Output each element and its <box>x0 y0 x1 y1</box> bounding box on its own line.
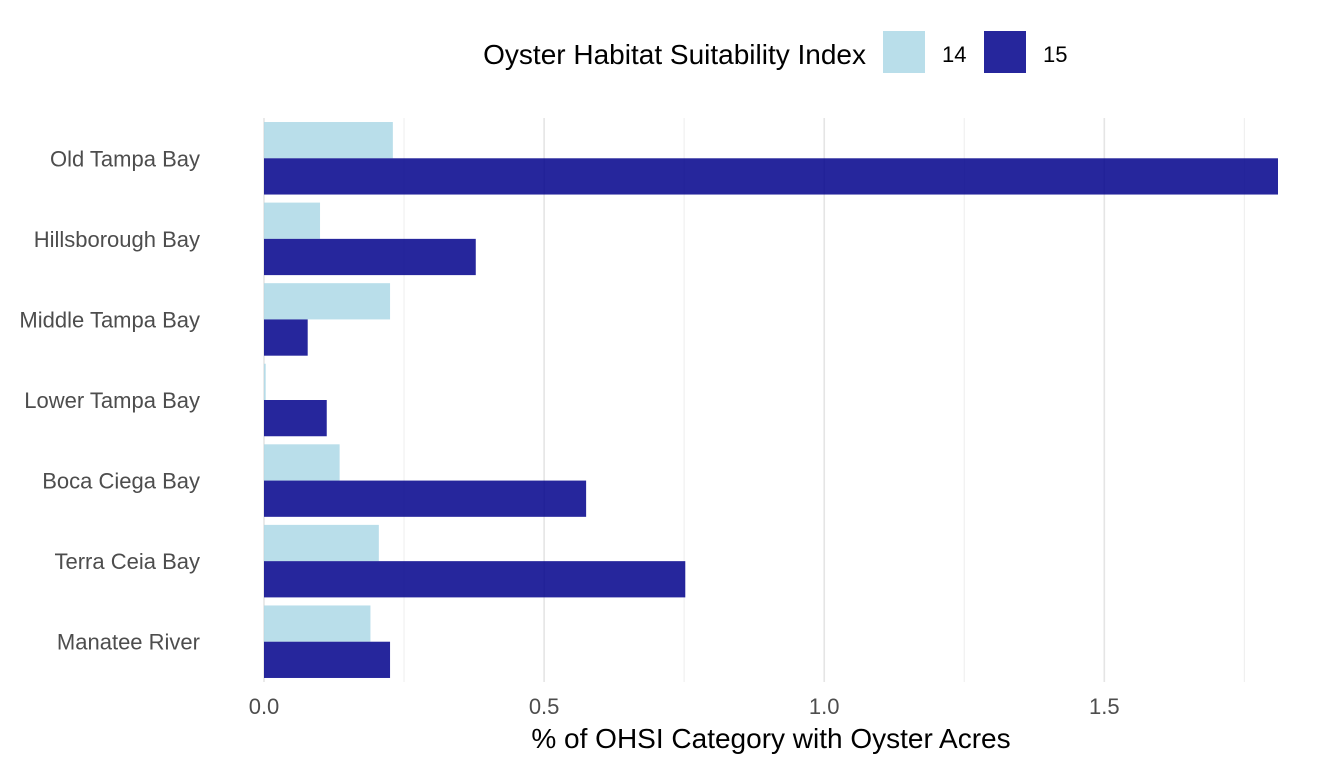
y-tick-label: Middle Tampa Bay <box>19 307 200 332</box>
legend: Oyster Habitat Suitability Index 14 15 <box>483 31 1067 73</box>
legend-key-14 <box>883 31 925 73</box>
bar-old-tampa-bay-14 <box>264 122 393 159</box>
bar-hillsborough-bay-15 <box>264 238 476 276</box>
x-axis-labels: 0.0 0.5 1.0 1.5 <box>249 694 1120 719</box>
bar-manatee-river-14 <box>264 605 371 642</box>
x-axis-title: % of OHSI Category with Oyster Acres <box>531 723 1010 754</box>
y-tick-label: Boca Ciega Bay <box>42 469 200 494</box>
bar-hillsborough-bay-14 <box>264 202 321 239</box>
bar-terra-ceia-bay-14 <box>264 524 379 562</box>
bar-boca-ciega-bay-15 <box>264 480 587 517</box>
x-tick-label: 0.0 <box>249 694 280 719</box>
grid <box>263 118 1245 682</box>
bars <box>264 122 1278 678</box>
bar-old-tampa-bay-15 <box>264 158 1278 195</box>
bar-manatee-river-15 <box>264 641 391 678</box>
bar-middle-tampa-bay-15 <box>264 319 308 356</box>
y-tick-label: Manatee River <box>57 630 200 655</box>
x-tick-label: 1.5 <box>1089 694 1120 719</box>
bar-middle-tampa-bay-14 <box>264 283 391 320</box>
legend-label-14: 14 <box>942 42 966 67</box>
y-tick-label: Old Tampa Bay <box>50 146 200 171</box>
y-tick-label: Terra Ceia Bay <box>54 549 200 574</box>
y-tick-label: Hillsborough Bay <box>34 227 200 252</box>
bar-lower-tampa-bay-15 <box>264 400 327 437</box>
legend-title: Oyster Habitat Suitability Index <box>483 39 866 70</box>
bar-lower-tampa-bay-14 <box>264 363 266 400</box>
legend-key-15 <box>984 31 1026 73</box>
x-tick-label: 1.0 <box>809 694 840 719</box>
legend-label-15: 15 <box>1043 42 1067 67</box>
x-tick-label: 0.5 <box>529 694 560 719</box>
bar-terra-ceia-bay-15 <box>264 561 686 598</box>
y-tick-label: Lower Tampa Bay <box>24 388 200 413</box>
y-axis-labels: Old Tampa Bay Hillsborough Bay Middle Tamp… <box>19 146 200 654</box>
bar-boca-ciega-bay-14 <box>264 444 340 481</box>
